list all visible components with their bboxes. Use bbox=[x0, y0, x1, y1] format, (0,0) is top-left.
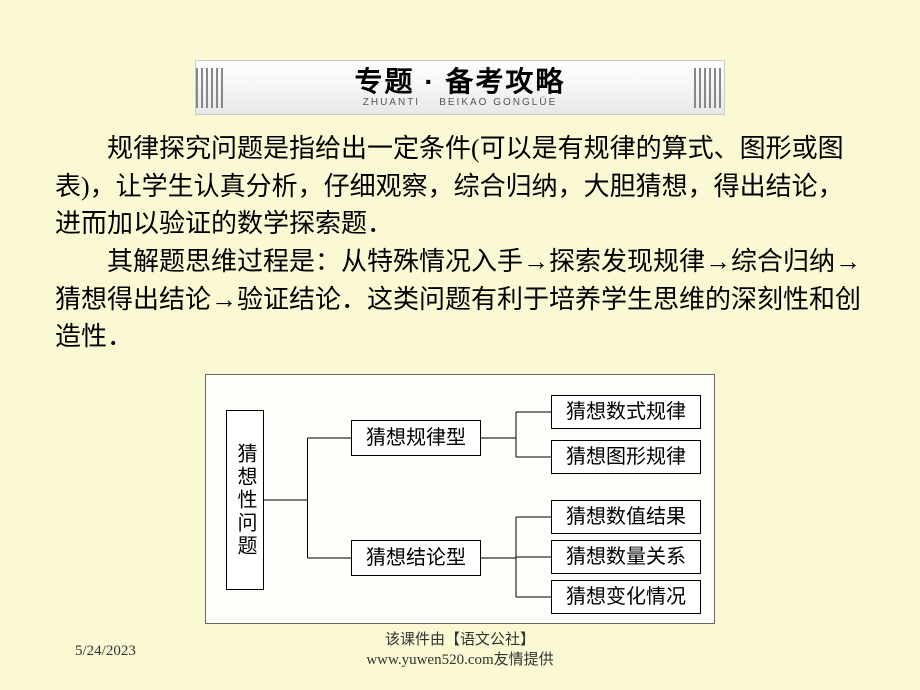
title-banner: 专题 · 备考攻略 ZHUANTI BEIKAO GONGLÜE bbox=[195, 60, 725, 115]
node-leaf-figure: 猜想图形规律 bbox=[551, 440, 701, 474]
banner-stripe-left bbox=[196, 68, 226, 108]
banner-sub-text: ZHUANTI BEIKAO GONGLÜE bbox=[226, 97, 694, 108]
node-root: 猜想性问题 bbox=[226, 410, 264, 590]
banner-sub-left: ZHUANTI bbox=[363, 97, 420, 108]
banner-stripe-right bbox=[694, 68, 724, 108]
footer-credit-line1: 该课件由【语文公社】 bbox=[385, 632, 535, 648]
node-leaf-value: 猜想数值结果 bbox=[551, 500, 701, 534]
slide-root: 专题 · 备考攻略 ZHUANTI BEIKAO GONGLÜE 规律探究问题是… bbox=[0, 0, 920, 690]
node-mid-rule: 猜想规律型 bbox=[351, 420, 481, 456]
paragraph-1: 规律探究问题是指给出一定条件(可以是有规律的算式、图形或图表)，让学生认真分析，… bbox=[55, 130, 865, 243]
node-mid-conclusion: 猜想结论型 bbox=[351, 540, 481, 576]
diagram-container: 猜想性问题 猜想规律型猜想结论型 猜想数式规律猜想图形规律猜想数值结果猜想数量关系猜… bbox=[55, 374, 865, 624]
banner-text: 专题 · 备考攻略 ZHUANTI BEIKAO GONGLÜE bbox=[226, 67, 694, 109]
body-text: 规律探究问题是指给出一定条件(可以是有规律的算式、图形或图表)，让学生认真分析，… bbox=[55, 130, 865, 356]
node-leaf-formula: 猜想数式规律 bbox=[551, 395, 701, 429]
footer-credit: 该课件由【语文公社】 www.yuwen520.com友情提供 bbox=[0, 631, 920, 670]
node-leaf-change: 猜想变化情况 bbox=[551, 580, 701, 614]
banner-sub-right: BEIKAO GONGLÜE bbox=[439, 97, 557, 108]
node-leaf-quantity: 猜想数量关系 bbox=[551, 540, 701, 574]
paragraph-2: 其解题思维过程是：从特殊情况入手→探索发现规律→综合归纳→猜想得出结论→验证结论… bbox=[55, 243, 865, 356]
banner-main-text: 专题 · 备考攻略 bbox=[226, 67, 694, 98]
tree-diagram: 猜想性问题 猜想规律型猜想结论型 猜想数式规律猜想图形规律猜想数值结果猜想数量关系猜… bbox=[205, 374, 715, 624]
footer-credit-line2: www.yuwen520.com友情提供 bbox=[366, 652, 553, 668]
